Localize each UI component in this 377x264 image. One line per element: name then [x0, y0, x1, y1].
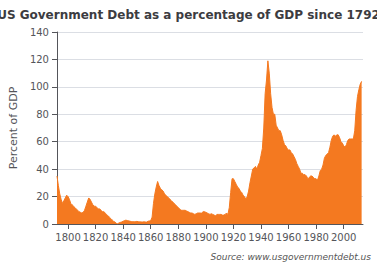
svg-text:1820: 1820 [83, 232, 108, 243]
svg-text:120: 120 [30, 54, 49, 65]
svg-text:140: 140 [30, 27, 49, 38]
svg-text:2000: 2000 [331, 232, 356, 243]
svg-text:Percent of GDP: Percent of GDP [7, 86, 20, 169]
svg-text:1800: 1800 [55, 232, 80, 243]
svg-text:1940: 1940 [248, 232, 273, 243]
svg-text:US Government Debt as a percen: US Government Debt as a percentage of GD… [0, 8, 377, 22]
svg-text:1880: 1880 [166, 232, 191, 243]
svg-text:1900: 1900 [193, 232, 218, 243]
svg-text:1860: 1860 [138, 232, 163, 243]
svg-text:0: 0 [43, 219, 49, 230]
svg-text:60: 60 [36, 136, 49, 147]
svg-text:1920: 1920 [221, 232, 246, 243]
svg-text:100: 100 [30, 81, 49, 92]
svg-text:20: 20 [36, 191, 49, 202]
svg-text:Source: www.usgovernmentdebt.u: Source: www.usgovernmentdebt.us [210, 252, 371, 262]
svg-text:40: 40 [36, 164, 49, 175]
svg-text:1980: 1980 [303, 232, 328, 243]
svg-text:1840: 1840 [110, 232, 135, 243]
svg-text:1960: 1960 [276, 232, 301, 243]
svg-text:80: 80 [36, 109, 49, 120]
